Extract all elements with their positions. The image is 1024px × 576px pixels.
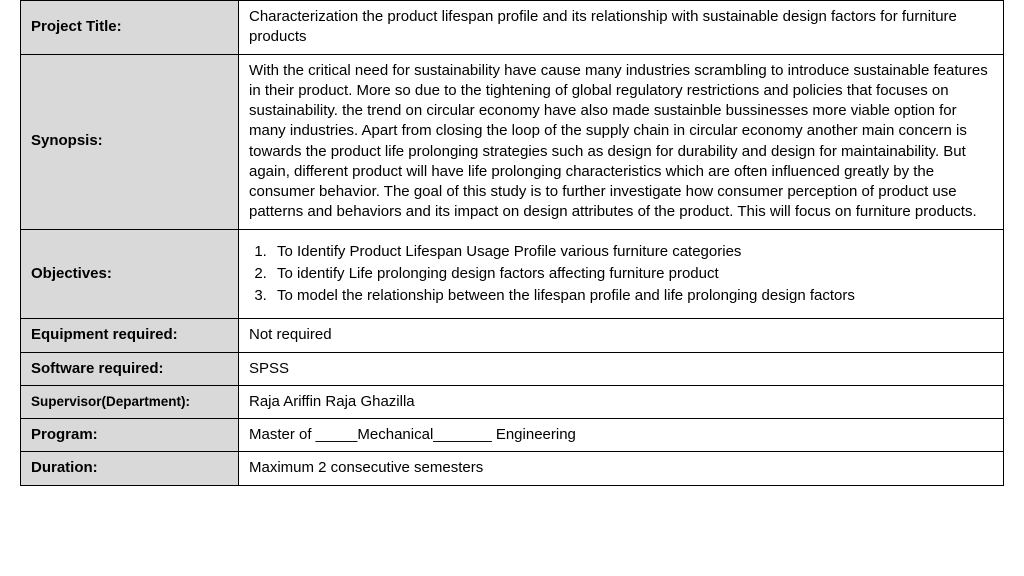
label-project-title: Project Title:	[21, 1, 239, 55]
label-program: Program:	[21, 419, 239, 452]
table-row: Objectives: To Identify Product Lifespan…	[21, 229, 1004, 319]
label-duration: Duration:	[21, 452, 239, 485]
table-row: Duration: Maximum 2 consecutive semester…	[21, 452, 1004, 485]
value-software: SPSS	[239, 352, 1004, 385]
label-objectives: Objectives:	[21, 229, 239, 319]
label-software: Software required:	[21, 352, 239, 385]
project-info-table: Project Title: Characterization the prod…	[20, 0, 1004, 486]
value-synopsis: With the critical need for sustainabilit…	[239, 54, 1004, 229]
value-project-title: Characterization the product lifespan pr…	[239, 1, 1004, 55]
table-row: Project Title: Characterization the prod…	[21, 1, 1004, 55]
label-supervisor: Supervisor(Department):	[21, 385, 239, 418]
table-row: Equipment required: Not required	[21, 319, 1004, 352]
table-row: Synopsis: With the critical need for sus…	[21, 54, 1004, 229]
value-objectives: To Identify Product Lifespan Usage Profi…	[239, 229, 1004, 319]
label-synopsis: Synopsis:	[21, 54, 239, 229]
table-row: Program: Master of _____Mechanical______…	[21, 419, 1004, 452]
objectives-list: To Identify Product Lifespan Usage Profi…	[271, 242, 993, 307]
list-item: To Identify Product Lifespan Usage Profi…	[271, 242, 993, 262]
label-equipment: Equipment required:	[21, 319, 239, 352]
value-supervisor: Raja Ariffin Raja Ghazilla	[239, 385, 1004, 418]
list-item: To model the relationship between the li…	[271, 286, 993, 306]
value-duration: Maximum 2 consecutive semesters	[239, 452, 1004, 485]
list-item: To identify Life prolonging design facto…	[271, 264, 993, 284]
table-row: Supervisor(Department): Raja Ariffin Raj…	[21, 385, 1004, 418]
value-equipment: Not required	[239, 319, 1004, 352]
value-program: Master of _____Mechanical_______ Enginee…	[239, 419, 1004, 452]
table-row: Software required: SPSS	[21, 352, 1004, 385]
